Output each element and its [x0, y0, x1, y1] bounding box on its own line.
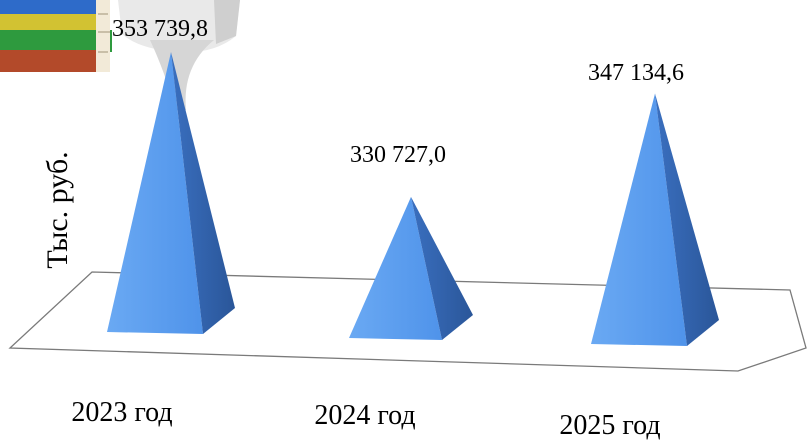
- pyramid-bar-2025: [591, 93, 719, 346]
- category-label-2025: 2025 год: [559, 410, 660, 440]
- data-label-2023: 353 739,8: [112, 16, 208, 42]
- pyramid-bar-2024: [349, 196, 473, 340]
- pyramid-bar-2023: [107, 51, 235, 334]
- white-3d-figure-icon: [118, 0, 240, 110]
- y-axis-label: Тыс. руб.: [41, 151, 74, 268]
- category-label-2023: 2023 год: [71, 397, 172, 428]
- category-label-2024: 2024 год: [314, 400, 415, 431]
- data-label-2025: 347 134,6: [588, 60, 684, 86]
- stack-of-books-icon: [0, 0, 112, 72]
- data-label-2024: 330 727,0: [350, 142, 446, 168]
